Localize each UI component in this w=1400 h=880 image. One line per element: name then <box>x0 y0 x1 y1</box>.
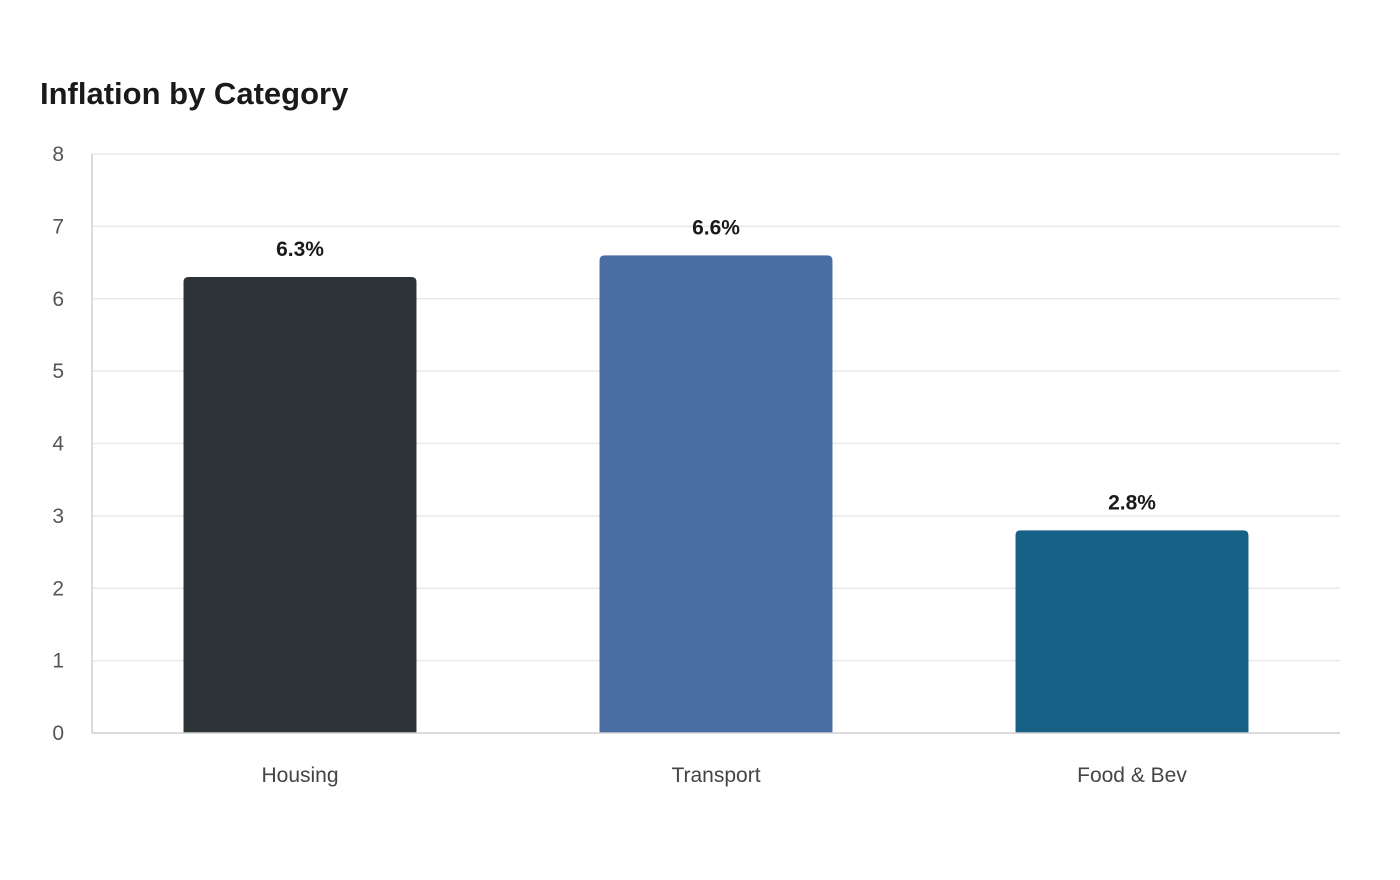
y-tick-label: 8 <box>52 143 64 166</box>
x-category-label: Housing <box>261 764 338 787</box>
chart-title: Inflation by Category <box>40 76 349 111</box>
x-category-label: Food & Bev <box>1077 764 1187 787</box>
y-tick-label: 2 <box>52 577 64 600</box>
bar-1 <box>599 255 833 733</box>
y-tick-label: 3 <box>52 505 64 528</box>
x-category-label: Transport <box>671 764 760 787</box>
bars <box>183 255 1249 733</box>
data-label: 6.3% <box>276 238 324 261</box>
y-axis-ticks: 0 1 2 3 4 5 6 7 8 <box>52 143 64 745</box>
y-tick-label: 7 <box>52 215 64 238</box>
y-tick-label: 1 <box>52 650 64 673</box>
bar-0 <box>183 277 417 733</box>
y-tick-label: 6 <box>52 288 64 311</box>
y-tick-label: 0 <box>52 722 64 745</box>
axes <box>91 154 1340 734</box>
y-tick-label: 4 <box>52 433 64 456</box>
bar-2 <box>1015 530 1249 733</box>
data-labels: 6.3% 6.6% 2.8% <box>276 216 1156 514</box>
data-label: 6.6% <box>692 216 740 239</box>
data-label: 2.8% <box>1108 491 1156 514</box>
category-labels: Housing Transport Food & Bev <box>261 764 1187 787</box>
y-tick-label: 5 <box>52 360 64 383</box>
